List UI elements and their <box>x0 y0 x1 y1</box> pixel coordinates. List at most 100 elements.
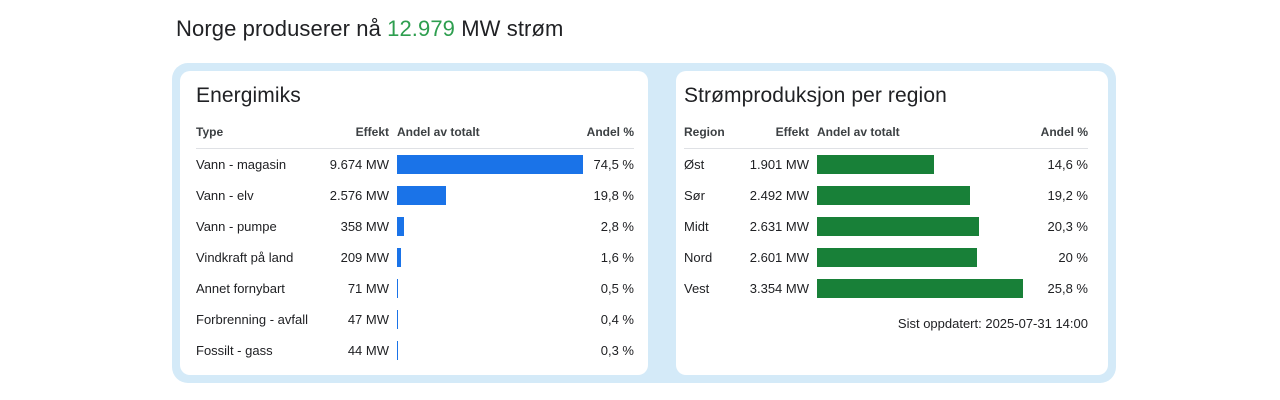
row-percent: 2,8 % <box>600 219 634 234</box>
energy-mix-rows: Vann - magasin 9.674 MW 74,5 % Vann - el… <box>196 149 634 366</box>
table-row: Nord 2.601 MW 20 % <box>684 242 1088 273</box>
row-share-cell <box>809 155 1023 174</box>
share-bar <box>397 341 398 360</box>
row-effekt: 71 MW <box>347 281 389 296</box>
column-header-type: Type <box>196 125 224 139</box>
energy-mix-header-row: Type Effekt Andel av totalt Andel % <box>196 109 634 149</box>
row-percent: 0,4 % <box>600 312 634 327</box>
row-share-cell <box>389 155 583 174</box>
row-percent: 0,5 % <box>600 281 634 296</box>
share-bar <box>817 279 1023 298</box>
row-label: Vann - elv <box>196 188 254 203</box>
page-title-suffix: MW strøm <box>461 16 564 41</box>
share-bar-track <box>397 279 583 298</box>
share-bar-track <box>817 217 1023 236</box>
row-share-cell <box>809 217 1023 236</box>
row-effekt: 358 MW <box>340 219 389 234</box>
share-bar <box>817 217 980 236</box>
row-effekt: 2.492 MW <box>749 188 809 203</box>
share-bar-track <box>397 248 583 267</box>
share-bar <box>817 248 977 267</box>
row-percent: 20 % <box>1058 250 1088 265</box>
row-percent: 0,3 % <box>600 343 634 358</box>
table-row: Vann - pumpe 358 MW 2,8 % <box>196 211 634 242</box>
row-label: Vann - magasin <box>196 157 287 172</box>
row-label: Midt <box>684 219 709 234</box>
row-label: Nord <box>684 250 713 265</box>
row-effekt: 2.576 MW <box>329 188 389 203</box>
share-bar-track <box>397 217 583 236</box>
share-bar-track <box>817 248 1023 267</box>
table-row: Øst 1.901 MW 14,6 % <box>684 149 1088 180</box>
row-label: Fossilt - gass <box>196 343 273 358</box>
column-header-percent: Andel % <box>586 125 634 139</box>
share-bar-track <box>817 279 1023 298</box>
region-production-title: Strømproduksjon per region <box>684 84 947 107</box>
row-label: Forbrenning - avfall <box>196 312 308 327</box>
row-share-cell <box>389 217 583 236</box>
share-bar <box>397 310 398 329</box>
share-bar-track <box>397 186 583 205</box>
column-header-effekt: Effekt <box>355 125 389 139</box>
row-share-cell <box>809 186 1023 205</box>
row-percent: 74,5 % <box>593 157 634 172</box>
row-label: Vest <box>684 281 710 296</box>
share-bar <box>397 248 401 267</box>
share-bar <box>397 217 404 236</box>
row-label: Vann - pumpe <box>196 219 277 234</box>
column-header-effekt: Effekt <box>775 125 809 139</box>
region-production-panel: Strømproduksjon per region Region Effekt… <box>676 71 1108 375</box>
region-production-panel-inner: Strømproduksjon per region Region Effekt… <box>676 83 1108 331</box>
current-production-value: 12.979 <box>387 16 456 41</box>
energy-mix-title: Energimiks <box>196 84 301 107</box>
table-row: Sør 2.492 MW 19,2 % <box>684 180 1088 211</box>
row-label: Vindkraft på land <box>196 250 294 265</box>
row-label: Øst <box>684 157 705 172</box>
row-share-cell <box>389 186 583 205</box>
row-share-cell <box>809 248 1023 267</box>
column-header-percent: Andel % <box>1040 125 1088 139</box>
row-percent: 19,8 % <box>593 188 634 203</box>
region-production-header-row: Region Effekt Andel av totalt Andel % <box>684 109 1088 149</box>
row-label: Annet fornybart <box>196 281 285 296</box>
row-percent: 1,6 % <box>600 250 634 265</box>
column-header-share: Andel av totalt <box>397 125 480 139</box>
column-header-region: Region <box>684 125 725 139</box>
share-bar-track <box>817 186 1023 205</box>
table-row: Forbrenning - avfall 47 MW 0,4 % <box>196 304 634 335</box>
panels-container: Energimiks Type Effekt Andel av totalt A… <box>172 63 1116 383</box>
row-effekt: 44 MW <box>347 343 389 358</box>
share-bar-track <box>397 341 583 360</box>
column-header-share: Andel av totalt <box>817 125 900 139</box>
table-row: Vest 3.354 MW 25,8 % <box>684 273 1088 304</box>
row-percent: 14,6 % <box>1047 157 1088 172</box>
share-bar <box>397 279 399 298</box>
table-row: Fossilt - gass 44 MW 0,3 % <box>196 335 634 366</box>
share-bar-track <box>397 310 583 329</box>
energy-mix-panel: Energimiks Type Effekt Andel av totalt A… <box>180 71 648 375</box>
page-title-prefix: Norge produserer nå <box>176 16 381 41</box>
share-bar-track <box>397 155 583 174</box>
table-row: Annet fornybart 71 MW 0,5 % <box>196 273 634 304</box>
share-bar <box>397 155 583 174</box>
share-bar <box>817 186 971 205</box>
table-row: Vann - magasin 9.674 MW 74,5 % <box>196 149 634 180</box>
row-share-cell <box>389 248 583 267</box>
table-row: Vann - elv 2.576 MW 19,8 % <box>196 180 634 211</box>
row-share-cell <box>389 310 583 329</box>
page-title: Norge produserer nå 12.979 MW strøm <box>176 16 563 42</box>
row-effekt: 1.901 MW <box>749 157 809 172</box>
row-label: Sør <box>684 188 705 203</box>
last-updated: Sist oppdatert: 2025-07-31 14:00 <box>897 316 1088 331</box>
table-row: Midt 2.631 MW 20,3 % <box>684 211 1088 242</box>
region-production-rows: Øst 1.901 MW 14,6 % Sør 2.492 MW 19,2 % … <box>684 149 1088 304</box>
row-effekt: 2.601 MW <box>749 250 809 265</box>
energy-mix-panel-inner: Energimiks Type Effekt Andel av totalt A… <box>180 83 648 366</box>
row-effekt: 9.674 MW <box>329 157 389 172</box>
row-effekt: 47 MW <box>347 312 389 327</box>
row-effekt: 2.631 MW <box>749 219 809 234</box>
row-percent: 20,3 % <box>1047 219 1088 234</box>
table-row: Vindkraft på land 209 MW 1,6 % <box>196 242 634 273</box>
row-share-cell <box>389 341 583 360</box>
